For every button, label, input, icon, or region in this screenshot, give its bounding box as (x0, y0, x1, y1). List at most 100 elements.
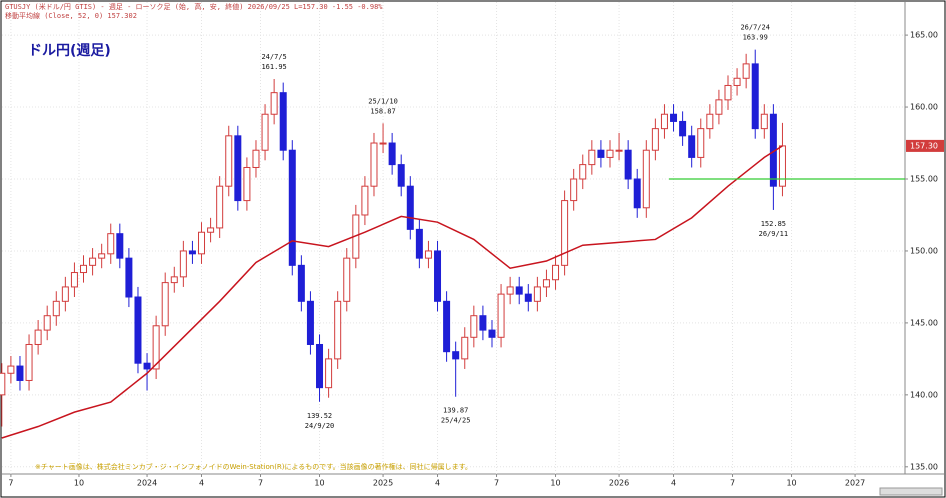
x-tick-label: 7 (494, 479, 499, 488)
candle-body (25, 343, 33, 381)
candle-body (615, 149, 623, 152)
candle-body (7, 365, 15, 374)
candle-body (470, 315, 478, 338)
y-tick-label: 145.00 (910, 318, 938, 327)
scrollbar[interactable] (879, 487, 943, 496)
candle-body (660, 113, 668, 130)
candle-body (334, 300, 342, 360)
annotation-date: 24/9/20 (305, 422, 335, 430)
candle-body (361, 185, 369, 216)
x-tick-label: 4 (199, 479, 204, 488)
moving-average-line (1, 145, 783, 439)
candle-body (742, 63, 750, 79)
candle-body (651, 128, 659, 151)
last-price-label: 157.30 (910, 141, 938, 150)
candle-body (461, 336, 469, 360)
candle-body (216, 185, 224, 229)
annotation-date: 25/1/10 (368, 97, 398, 105)
candle-body (415, 228, 423, 259)
candle-body (252, 149, 260, 168)
candle-body (116, 233, 124, 259)
annotation-date: 24/7/5 (261, 53, 286, 61)
candle-body (406, 185, 414, 230)
candle-body (588, 149, 596, 166)
candle-body (261, 113, 269, 151)
annotation-price: 139.87 (443, 407, 468, 415)
indicator-label: 移動平均線 (Close, 52, 0) 157.302 (5, 11, 137, 20)
candle-body (279, 92, 287, 151)
annotation-date: 26/9/11 (759, 230, 789, 238)
candle-body (243, 166, 251, 202)
candle-body (497, 293, 505, 338)
y-tick-label: 160.00 (910, 103, 938, 112)
annotation-date: 26/7/24 (740, 24, 770, 32)
last-price-box (906, 139, 944, 152)
candle-body (43, 315, 51, 331)
x-tick-label: 4 (671, 479, 676, 488)
candle-body (479, 315, 487, 331)
header: GTUSJY (米ドル/円 GTIS) - 週足 - ローソク足 (始, 高, … (5, 2, 383, 11)
annotation-price: 163.99 (743, 34, 768, 42)
candle-body (579, 164, 587, 180)
candle-body (170, 276, 178, 284)
candle-body (89, 257, 97, 266)
candle-body (125, 257, 133, 298)
candle-body (52, 300, 60, 317)
candle-body (161, 282, 169, 327)
candle-body (561, 200, 569, 266)
candle-body (642, 149, 650, 209)
annotation-price: 152.85 (761, 220, 786, 228)
candle-body (434, 250, 442, 302)
candle-body (0, 372, 6, 396)
annotation-date: 25/4/25 (441, 417, 471, 425)
x-tick-label: 7 (730, 479, 735, 488)
candle-body (760, 113, 768, 130)
footnote: ※チャート画像は、株式会社ミンカブ・ジ・インフォノイドのWein-Station… (35, 462, 472, 471)
candle-body (570, 178, 578, 202)
x-tick-label: 10 (550, 479, 560, 488)
x-tick-label: 7 (8, 479, 13, 488)
candle-body (16, 365, 24, 381)
candle-body (207, 227, 215, 233)
y-tick-label: 150.00 (910, 246, 938, 255)
candle-body (34, 329, 42, 345)
candle-body (306, 300, 314, 345)
candle-body (152, 325, 160, 370)
y-tick-label: 165.00 (910, 31, 938, 40)
candle-body (542, 279, 550, 288)
y-tick-label: 140.00 (910, 390, 938, 399)
candle-body (234, 135, 242, 202)
candle-body (70, 272, 78, 288)
candle-body (733, 77, 741, 86)
candle-body (179, 250, 187, 278)
candle-body (225, 135, 233, 187)
candle-body (443, 300, 451, 353)
candle-body (343, 257, 351, 302)
candle-body (134, 296, 142, 364)
x-tick-label: 4 (435, 479, 440, 488)
plot-area: 24/7/5 161.95 24/9/20 139.52 25/1/10 158.87 25… (0, 2, 908, 477)
candle-body (80, 264, 88, 274)
annotation-price: 139.52 (307, 412, 332, 420)
candle-body (706, 113, 714, 130)
x-tick-label: 2026 (609, 479, 629, 488)
annotation-price: 158.87 (370, 107, 395, 115)
candle-body (688, 135, 696, 158)
candle-body (778, 145, 786, 187)
candle-body (515, 286, 523, 295)
x-tick-label: 7 (258, 479, 263, 488)
y-tick-label: 135.00 (910, 462, 938, 471)
candle-body (424, 250, 432, 259)
candle-body (379, 142, 387, 145)
annotation-price: 161.95 (261, 63, 286, 71)
candle-body (506, 286, 514, 295)
candle-body (488, 329, 496, 338)
candle-body (670, 113, 678, 122)
candle-body (61, 286, 69, 302)
candle-body (679, 120, 687, 137)
candle-body (107, 233, 115, 255)
candle-body (597, 149, 605, 158)
candle-body (270, 92, 278, 115)
candle-body (388, 142, 396, 166)
